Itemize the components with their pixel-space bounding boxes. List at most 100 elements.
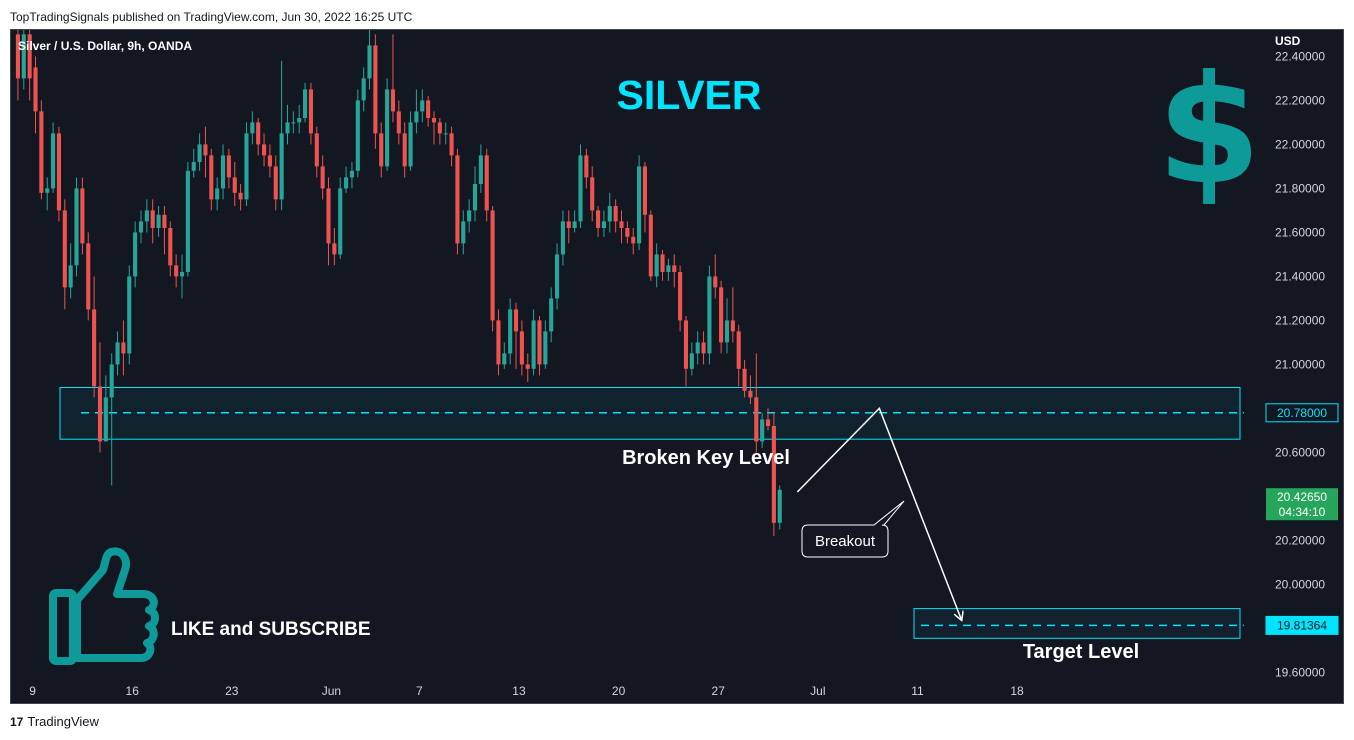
candle-body[interactable] xyxy=(414,111,419,123)
candle-body[interactable] xyxy=(736,331,741,369)
candle-body[interactable] xyxy=(220,155,226,189)
candle-body[interactable] xyxy=(566,221,571,228)
candle-body[interactable] xyxy=(174,265,179,277)
candle-body[interactable] xyxy=(138,221,144,233)
candle-body[interactable] xyxy=(361,78,366,101)
candle-body[interactable] xyxy=(203,144,208,156)
candle-body[interactable] xyxy=(332,243,337,255)
candle-body[interactable] xyxy=(344,177,349,189)
candle-body[interactable] xyxy=(291,122,296,124)
candle-body[interactable] xyxy=(572,221,577,228)
candle-body[interactable] xyxy=(496,320,501,365)
candle-body[interactable] xyxy=(601,221,606,228)
candle-body[interactable] xyxy=(379,133,384,167)
candle-body[interactable] xyxy=(613,206,618,222)
candle-body[interactable] xyxy=(273,166,278,200)
candle-body[interactable] xyxy=(701,342,706,354)
candle-body[interactable] xyxy=(472,184,478,211)
candle-body[interactable] xyxy=(660,254,665,272)
candle-body[interactable] xyxy=(478,155,483,184)
candle-body[interactable] xyxy=(713,276,718,288)
candle-body[interactable] xyxy=(771,426,776,523)
candle-body[interactable] xyxy=(707,276,712,354)
candle-body[interactable] xyxy=(238,192,243,200)
candle-body[interactable] xyxy=(62,210,67,288)
candle-body[interactable] xyxy=(695,342,700,354)
candle-body[interactable] xyxy=(619,221,624,228)
candle-body[interactable] xyxy=(537,320,542,365)
candle-body[interactable] xyxy=(349,170,355,178)
candle-body[interactable] xyxy=(308,89,313,134)
candle-body[interactable] xyxy=(519,331,524,365)
candle-body[interactable] xyxy=(754,397,759,442)
candle-body[interactable] xyxy=(326,188,331,244)
candle-body[interactable] xyxy=(402,133,407,167)
candle-body[interactable] xyxy=(420,100,425,112)
key-level-price-tag-bg[interactable] xyxy=(1265,403,1339,423)
candle-body[interactable] xyxy=(232,177,237,193)
candle-body[interactable] xyxy=(197,144,202,162)
candle-body[interactable] xyxy=(103,397,108,442)
candle-body[interactable] xyxy=(625,228,630,237)
candle-body[interactable] xyxy=(191,162,196,171)
candle-body[interactable] xyxy=(86,243,91,310)
candle-body[interactable] xyxy=(179,272,185,277)
candle-body[interactable] xyxy=(92,309,97,387)
candle-body[interactable] xyxy=(303,89,308,118)
candle-body[interactable] xyxy=(74,188,79,266)
candle-body[interactable] xyxy=(250,122,255,134)
candle-body[interactable] xyxy=(724,320,730,343)
candle-body[interactable] xyxy=(455,155,460,244)
target-level-zone[interactable] xyxy=(913,608,1241,639)
candle-body[interactable] xyxy=(51,133,56,189)
candle-body[interactable] xyxy=(385,89,390,167)
candle-body[interactable] xyxy=(261,144,267,156)
candle-body[interactable] xyxy=(508,309,513,354)
candle-body[interactable] xyxy=(320,166,325,189)
candle-body[interactable] xyxy=(168,228,173,266)
candle-body[interactable] xyxy=(467,210,472,222)
candle-body[interactable] xyxy=(390,89,396,112)
candle-body[interactable] xyxy=(185,170,190,272)
candle-body[interactable] xyxy=(490,210,495,321)
candle-body[interactable] xyxy=(267,155,272,167)
candle-body[interactable] xyxy=(666,265,671,272)
candle-body[interactable] xyxy=(156,214,161,228)
candle-body[interactable] xyxy=(654,254,659,277)
candle-body[interactable] xyxy=(56,133,62,211)
candle-body[interactable] xyxy=(115,342,120,365)
candle-body[interactable] xyxy=(461,221,466,244)
candle-body[interactable] xyxy=(543,331,548,365)
candle-body[interactable] xyxy=(226,155,231,178)
candle-body[interactable] xyxy=(21,34,26,79)
target-level-price-tag-bg[interactable] xyxy=(1265,615,1339,635)
candle-body[interactable] xyxy=(648,214,653,277)
candle-body[interactable] xyxy=(549,298,554,332)
tradingview-logo[interactable]: 17 TradingView xyxy=(10,714,99,729)
candle-body[interactable] xyxy=(408,122,413,167)
candle-body[interactable] xyxy=(256,122,261,145)
candle-body[interactable] xyxy=(127,276,132,354)
candle-body[interactable] xyxy=(279,133,284,200)
candle-body[interactable] xyxy=(449,133,454,156)
candle-body[interactable] xyxy=(68,265,73,288)
candle-body[interactable] xyxy=(297,118,302,123)
last-price-tag-bg[interactable] xyxy=(1266,488,1338,521)
candle-body[interactable] xyxy=(525,364,530,369)
candle-body[interactable] xyxy=(443,133,448,135)
candlestick-chart[interactable]: 22.40000 22.20000 22.00000 21.80000 21.60000… xyxy=(11,30,1344,704)
candle-body[interactable] xyxy=(396,111,401,134)
candle-body[interactable] xyxy=(109,364,114,398)
candle-body[interactable] xyxy=(760,419,765,442)
candle-body[interactable] xyxy=(15,34,20,79)
projection-arrow[interactable] xyxy=(796,407,961,619)
candle-body[interactable] xyxy=(531,320,536,369)
candle-body[interactable] xyxy=(209,155,214,200)
candle-body[interactable] xyxy=(45,188,50,193)
candle-body[interactable] xyxy=(144,210,149,222)
candle-body[interactable] xyxy=(502,353,507,365)
candle-body[interactable] xyxy=(765,419,771,426)
candle-body[interactable] xyxy=(777,489,782,523)
candle-body[interactable] xyxy=(215,188,220,200)
candle-body[interactable] xyxy=(689,353,694,369)
